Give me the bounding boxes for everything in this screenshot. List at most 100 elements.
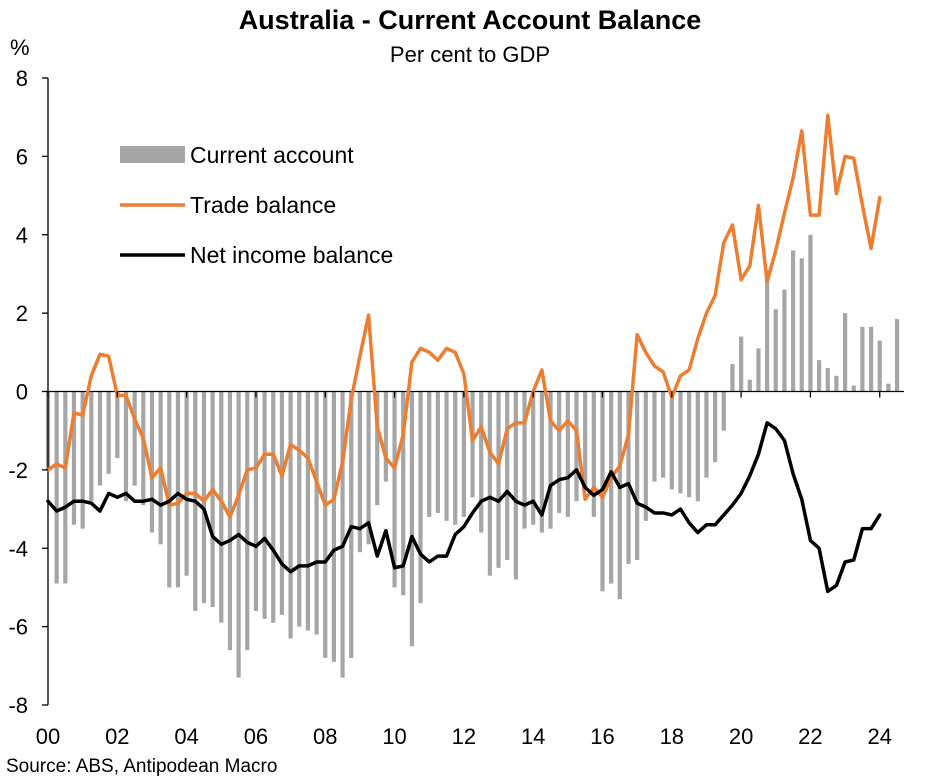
x-tick-label: 02	[105, 724, 129, 749]
bar-current-account	[453, 391, 458, 525]
bar-current-account	[825, 367, 830, 392]
chart-title: Australia - Current Account Balance	[239, 5, 702, 35]
bar-current-account	[678, 391, 683, 494]
bar-current-account	[349, 391, 354, 658]
bar-current-account	[487, 391, 492, 576]
bar-current-account	[288, 391, 293, 639]
bar-current-account	[210, 391, 215, 608]
bar-current-account	[331, 391, 337, 662]
bar-current-account	[470, 391, 475, 498]
bar-current-account	[791, 250, 796, 392]
line-trade-balance	[46, 113, 882, 519]
bar-current-account	[80, 391, 85, 529]
bar-current-account	[305, 391, 311, 631]
bar-current-account	[868, 326, 874, 392]
bar-current-account	[63, 391, 68, 584]
y-tick-label: -6	[8, 615, 28, 640]
bar-current-account	[643, 391, 648, 521]
x-tick-label: 16	[590, 724, 614, 749]
x-tick-label: 08	[313, 724, 337, 749]
bar-current-account	[704, 391, 709, 478]
bar-current-account	[860, 326, 865, 392]
bar-current-account	[132, 391, 137, 486]
bar-current-account	[713, 391, 718, 463]
chart-subtitle: Per cent to GDP	[390, 42, 550, 67]
x-tick-label: 24	[867, 724, 891, 749]
bar-current-account	[721, 391, 726, 431]
bar-current-account	[609, 391, 614, 584]
bar-current-account	[591, 391, 596, 517]
bar-current-account	[184, 391, 189, 576]
y-tick-label: -4	[8, 536, 28, 561]
x-tick-label: 18	[660, 724, 684, 749]
bar-current-account	[383, 391, 388, 482]
bar-current-account	[271, 391, 276, 623]
bar-current-account	[661, 391, 666, 478]
bar-current-account	[652, 391, 657, 482]
legend: Current account Trade balance Net income…	[120, 142, 393, 268]
bar-current-account	[669, 391, 674, 490]
bar-current-account	[167, 391, 172, 588]
bar-current-account	[89, 391, 94, 502]
bar-current-account	[427, 391, 432, 517]
y-tick-label: 2	[16, 301, 28, 326]
bar-current-account	[97, 391, 103, 486]
legend-label-trade-balance: Trade balance	[190, 192, 336, 218]
y-tick-label: 4	[16, 223, 28, 248]
current-account-bars	[45, 234, 900, 678]
bar-current-account	[695, 391, 700, 502]
bar-current-account	[409, 391, 414, 647]
bar-current-account	[496, 391, 501, 568]
bar-current-account	[739, 336, 744, 392]
x-tick-label: 06	[244, 724, 268, 749]
y-tick-label: 0	[16, 380, 28, 405]
bar-current-account	[808, 234, 813, 392]
y-tick-label: 8	[16, 66, 28, 91]
bar-current-account	[505, 391, 510, 561]
bar-current-account	[357, 391, 362, 553]
bar-current-account	[435, 391, 440, 513]
bar-current-account	[418, 391, 423, 604]
bar-current-account	[513, 391, 518, 580]
bar-current-account	[548, 391, 553, 529]
bar-current-account	[340, 391, 345, 678]
bar-current-account	[366, 391, 371, 545]
bar-current-account	[201, 391, 207, 604]
bar-current-account	[219, 391, 224, 623]
bar-current-account	[834, 375, 839, 392]
bar-current-account	[799, 258, 804, 392]
bar-current-account	[141, 391, 146, 506]
bar-current-account	[886, 383, 891, 392]
bar-current-account	[851, 385, 856, 392]
legend-label-net-income-balance: Net income balance	[190, 242, 393, 268]
x-axis-ticks: 00 02 04 06 08 10 12 14 16 18 20 22 24	[36, 391, 892, 749]
bar-current-account	[816, 360, 822, 392]
bar-current-account	[635, 391, 640, 561]
bar-current-account	[401, 391, 406, 596]
bar-current-account	[479, 391, 484, 533]
bar-current-account	[687, 391, 692, 498]
bar-current-account	[175, 391, 181, 588]
bar-current-account	[253, 391, 259, 611]
bar-current-account	[557, 391, 562, 513]
y-tick-label: -2	[8, 458, 28, 483]
bar-current-account	[54, 391, 59, 584]
x-tick-label: 20	[729, 724, 753, 749]
x-tick-label: 14	[521, 724, 545, 749]
bar-current-account	[314, 391, 319, 635]
y-tick-label: 6	[16, 144, 28, 169]
bar-current-account	[71, 391, 77, 525]
bar-current-account	[565, 391, 570, 517]
legend-swatch-current-account	[120, 146, 185, 163]
bar-current-account	[227, 391, 233, 651]
x-tick-label: 00	[36, 724, 60, 749]
bar-current-account	[583, 391, 588, 490]
bar-current-account	[245, 391, 250, 651]
bar-current-account	[149, 391, 155, 533]
bar-current-account	[444, 391, 449, 521]
bar-current-account	[531, 391, 536, 525]
line-net-income-balance	[46, 421, 882, 594]
bar-current-account	[262, 391, 267, 619]
x-tick-label: 10	[382, 724, 406, 749]
bar-current-account	[877, 340, 882, 392]
